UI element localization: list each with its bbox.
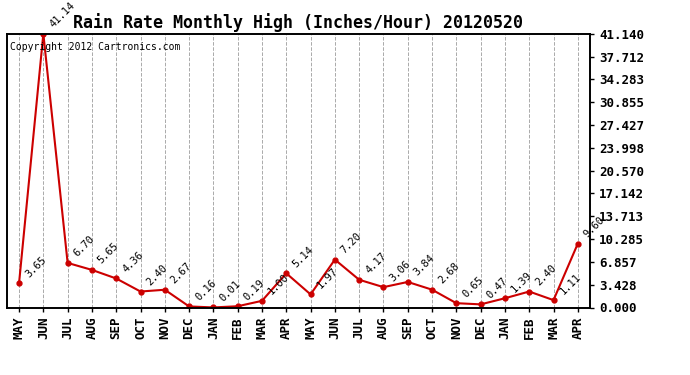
- Text: 6.70: 6.70: [72, 234, 97, 259]
- Text: 7.20: 7.20: [339, 231, 364, 255]
- Text: 2.67: 2.67: [169, 261, 194, 286]
- Text: 1.97: 1.97: [315, 266, 339, 290]
- Text: 0.47: 0.47: [485, 276, 509, 300]
- Text: 0.65: 0.65: [460, 274, 485, 299]
- Text: Copyright 2012 Cartronics.com: Copyright 2012 Cartronics.com: [10, 42, 180, 52]
- Text: 3.65: 3.65: [23, 254, 48, 279]
- Text: 0.16: 0.16: [193, 278, 218, 302]
- Text: 2.40: 2.40: [145, 262, 170, 287]
- Text: 3.06: 3.06: [388, 258, 413, 283]
- Text: 1.39: 1.39: [509, 269, 534, 294]
- Text: 2.40: 2.40: [533, 262, 558, 287]
- Text: 2.68: 2.68: [436, 261, 461, 285]
- Text: 5.14: 5.14: [290, 244, 315, 269]
- Text: 4.36: 4.36: [120, 250, 145, 274]
- Text: 0.19: 0.19: [242, 278, 266, 302]
- Text: 3.84: 3.84: [412, 253, 437, 278]
- Text: 1.11: 1.11: [558, 271, 582, 296]
- Text: 5.65: 5.65: [96, 241, 121, 266]
- Text: 4.17: 4.17: [364, 251, 388, 276]
- Text: 0.01: 0.01: [217, 279, 242, 303]
- Text: 41.14: 41.14: [48, 0, 77, 30]
- Text: 1.00: 1.00: [266, 272, 291, 297]
- Text: 9.60: 9.60: [582, 215, 607, 240]
- Title: Rain Rate Monthly High (Inches/Hour) 20120520: Rain Rate Monthly High (Inches/Hour) 201…: [73, 13, 524, 32]
